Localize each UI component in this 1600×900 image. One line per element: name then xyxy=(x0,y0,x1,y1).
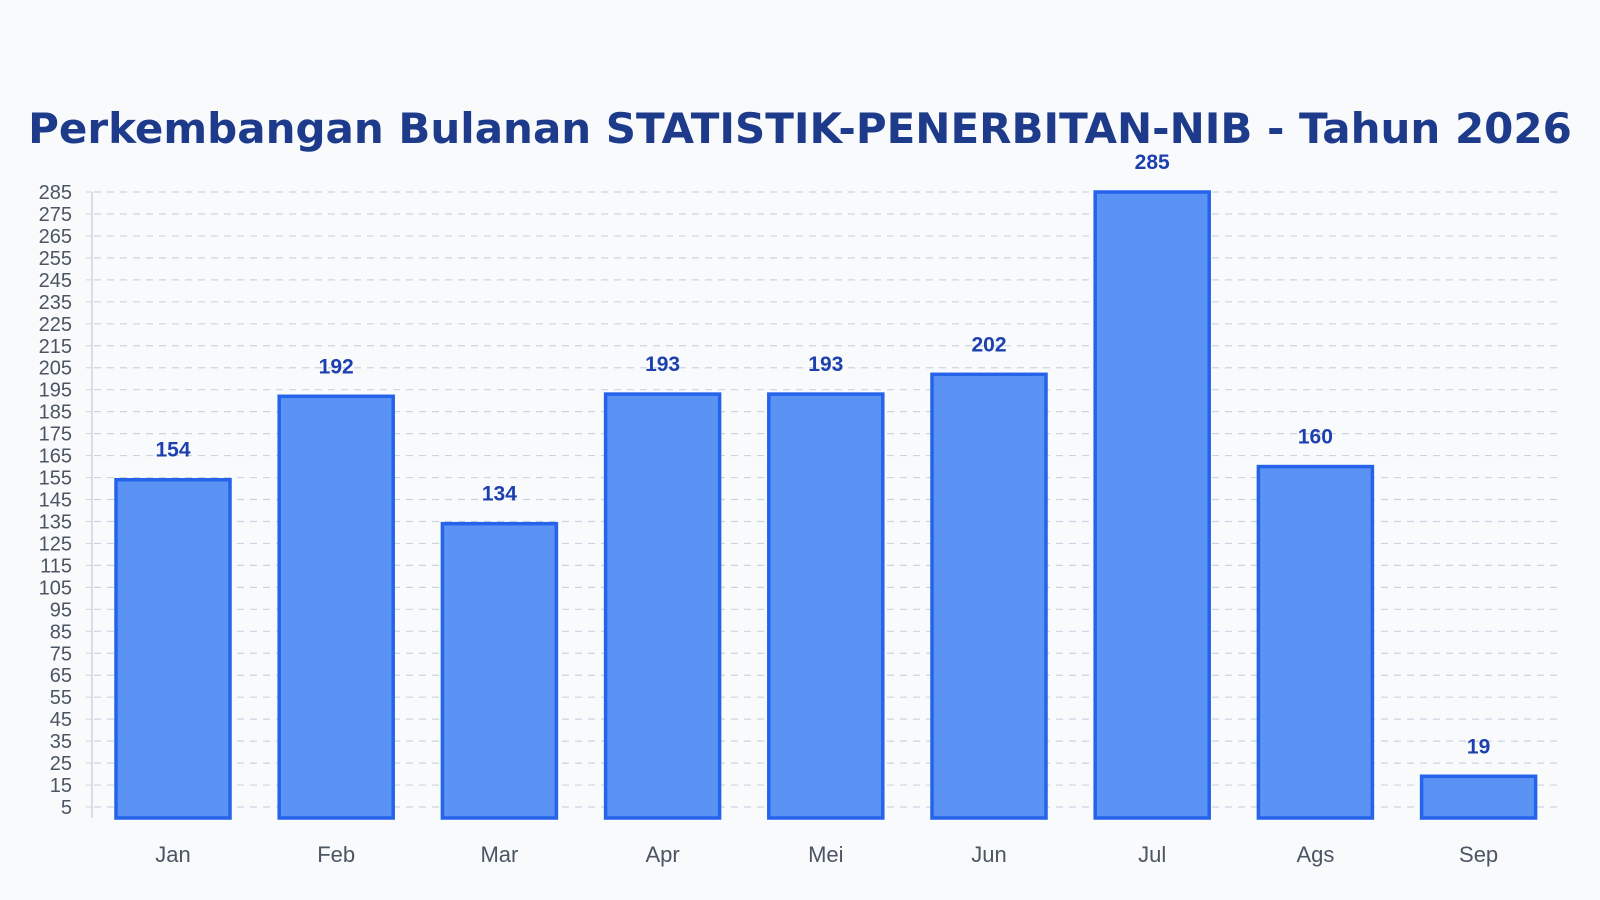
y-tick-label: 285 xyxy=(39,182,72,204)
y-tick-label: 235 xyxy=(39,292,72,314)
y-tick-label: 205 xyxy=(39,358,72,380)
data-label-jan: 154 xyxy=(155,439,190,462)
data-label-apr: 193 xyxy=(645,353,680,376)
y-tick-label: 125 xyxy=(39,533,72,555)
y-tick-label: 145 xyxy=(39,490,72,512)
x-axis-labels: Jan Feb Mar Apr Mei Jun Jul Ags Sep xyxy=(155,842,1498,867)
x-tick-label-sep: Sep xyxy=(1459,842,1498,867)
y-tick-label: 175 xyxy=(39,424,72,446)
y-tick-label: 195 xyxy=(39,380,72,402)
bar-mar xyxy=(440,521,559,820)
x-tick-label-feb: Feb xyxy=(317,842,355,867)
x-tick-label-apr: Apr xyxy=(645,842,679,867)
bar-jul xyxy=(1093,190,1211,820)
y-tick-label: 225 xyxy=(39,314,72,336)
y-tick-label: 85 xyxy=(50,621,72,643)
x-tick-label-jun: Jun xyxy=(971,842,1006,867)
bars xyxy=(114,190,1538,820)
y-tick-label: 245 xyxy=(39,270,72,292)
bar-sep xyxy=(1419,774,1538,820)
y-tick-label: 45 xyxy=(50,709,72,731)
x-tick-label-jan: Jan xyxy=(155,842,190,867)
y-tick-label: 135 xyxy=(39,511,72,533)
bar-jun xyxy=(930,372,1048,820)
chart-title: Perkembangan Bulanan STATISTIK-PENERBITA… xyxy=(28,104,1572,153)
y-tick-label: 255 xyxy=(39,248,72,270)
x-tick-label-ags: Ags xyxy=(1296,842,1334,867)
data-label-mei: 193 xyxy=(808,353,843,376)
y-tick-label: 95 xyxy=(50,599,72,621)
bar-feb xyxy=(277,394,395,820)
y-tick-label: 35 xyxy=(50,731,72,753)
y-tick-label: 275 xyxy=(39,204,72,226)
bar-jan xyxy=(114,477,232,820)
data-labels: 154 192 134 193 193 202 285 160 19 xyxy=(155,151,1490,758)
y-tick-label: 265 xyxy=(39,226,72,248)
x-tick-label-jul: Jul xyxy=(1138,842,1166,867)
y-axis: 5152535455565758595105115125135145155165… xyxy=(39,182,93,819)
x-tick-label-mar: Mar xyxy=(480,842,518,867)
y-tick-label: 55 xyxy=(50,687,72,709)
bar-mei xyxy=(767,392,885,820)
y-tick-label: 115 xyxy=(40,555,72,577)
y-tick-label: 165 xyxy=(39,446,72,468)
data-label-mar: 134 xyxy=(482,483,517,506)
data-label-feb: 192 xyxy=(319,355,354,378)
x-tick-label-mei: Mei xyxy=(808,842,843,867)
bar-ags xyxy=(1256,464,1375,820)
y-tick-label: 75 xyxy=(50,643,72,665)
data-label-ags: 160 xyxy=(1298,426,1333,449)
data-label-jul: 285 xyxy=(1135,151,1170,174)
y-tick-label: 155 xyxy=(39,468,72,490)
y-tick-label: 185 xyxy=(39,402,72,424)
y-tick-label: 15 xyxy=(50,775,72,797)
bar-apr xyxy=(603,392,722,820)
y-tick-label: 65 xyxy=(50,665,72,687)
y-tick-label: 105 xyxy=(39,577,72,599)
data-label-jun: 202 xyxy=(971,333,1006,356)
y-tick-label: 25 xyxy=(50,753,72,775)
y-tick-label: 215 xyxy=(39,336,72,358)
y-tick-label: 5 xyxy=(61,797,72,819)
data-label-sep: 19 xyxy=(1467,735,1490,758)
